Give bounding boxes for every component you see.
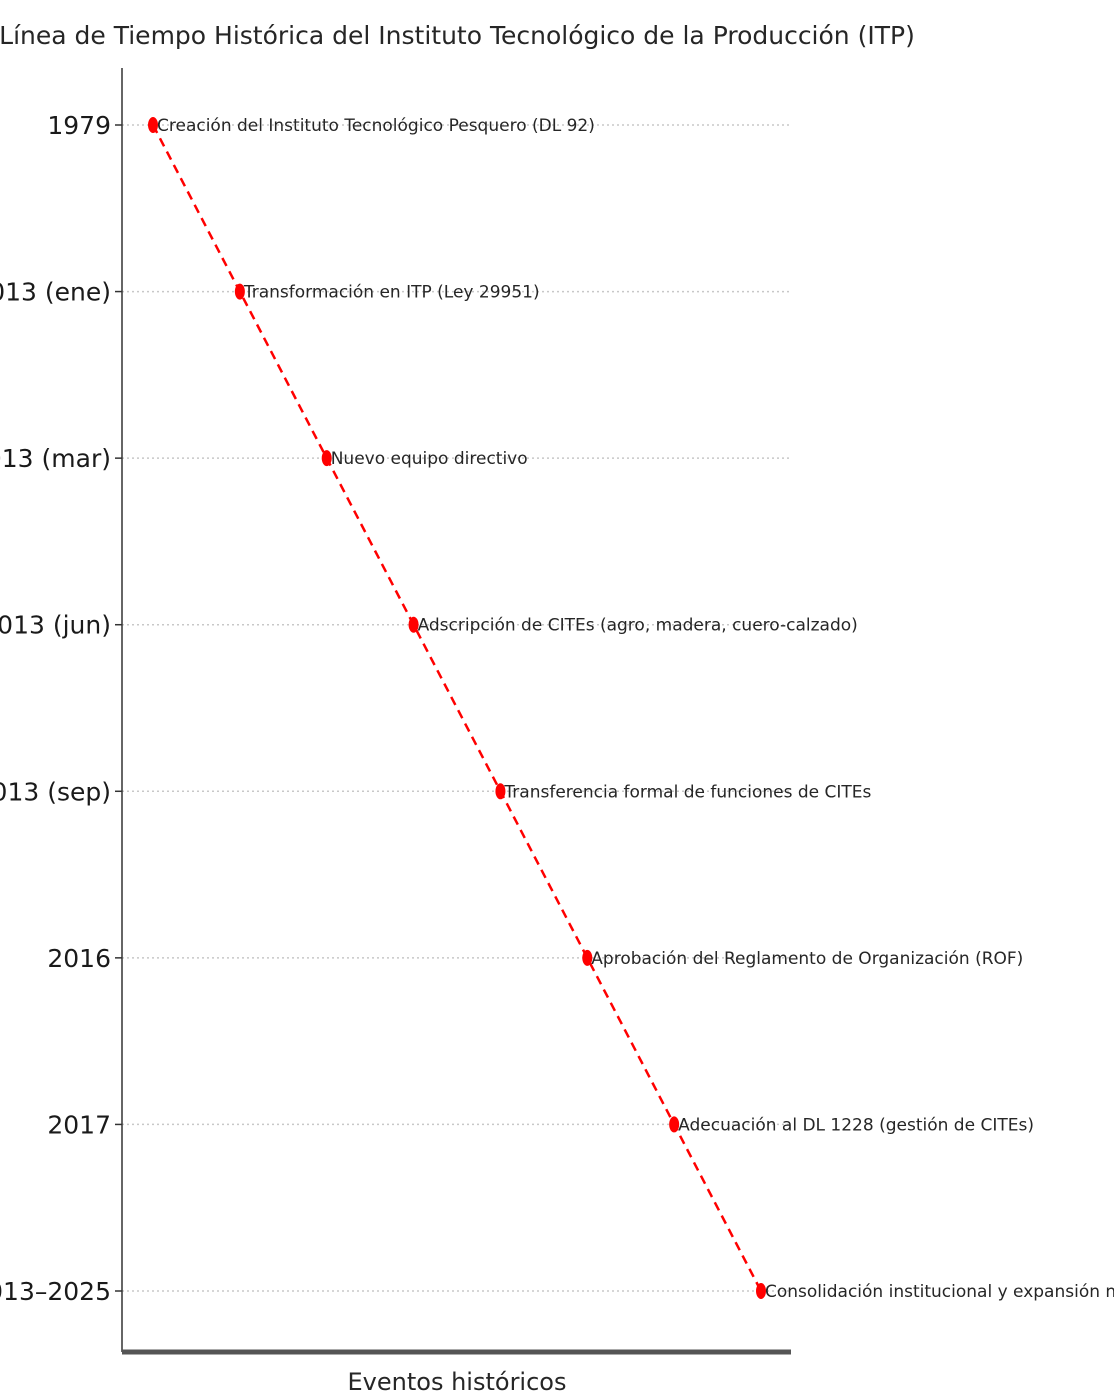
axis-layer	[121, 68, 791, 1355]
event-label: Aprobación del Reglamento de Organizació…	[591, 949, 1023, 969]
x-axis-label: Eventos históricos	[348, 1368, 567, 1396]
event-labels: Creación del Instituto Tecnológico Pesqu…	[157, 116, 1114, 1302]
data-point	[582, 949, 593, 966]
y-tick-label: 2013 (mar)	[0, 444, 111, 473]
event-label: Creación del Instituto Tecnológico Pesqu…	[157, 116, 595, 136]
data-point	[234, 283, 245, 300]
event-label: Consolidación institucional y expansión …	[765, 1282, 1114, 1302]
data-point	[495, 783, 506, 800]
y-ticks: 1979 2013 (ene) 2013 (mar) 2013 (jun) 2013 (…	[0, 111, 122, 1306]
y-tick-label: 1979	[47, 111, 111, 140]
event-label: Nuevo equipo directivo	[331, 449, 528, 469]
data-point	[148, 117, 158, 133]
points-layer	[148, 117, 766, 1299]
event-label: Transformación en ITP (Ley 29951)	[243, 283, 540, 303]
data-point	[321, 450, 332, 467]
series-line	[151, 124, 763, 1292]
y-tick-label: 2013–2025	[0, 1277, 111, 1306]
y-tick-label: 2017	[47, 1110, 111, 1139]
series-line-layer	[151, 124, 763, 1292]
y-tick-label: 2013 (sep)	[0, 777, 111, 806]
y-tick-label: 2016	[47, 944, 111, 973]
y-tick-label: 2013 (ene)	[0, 278, 111, 307]
data-point	[669, 1116, 680, 1133]
event-label: Transferencia formal de funciones de CIT…	[503, 782, 871, 802]
event-label: Adscripción de CITEs (agro, madera, cuer…	[418, 616, 858, 636]
grid-layer	[122, 124, 791, 1292]
event-label: Adecuación al DL 1228 (gestión de CITEs)	[678, 1115, 1034, 1135]
data-point	[756, 1283, 766, 1299]
y-tick-label: 2013 (jun)	[0, 611, 111, 640]
chart-title: Línea de Tiempo Histórica del Instituto …	[0, 21, 915, 50]
data-point	[408, 616, 419, 633]
